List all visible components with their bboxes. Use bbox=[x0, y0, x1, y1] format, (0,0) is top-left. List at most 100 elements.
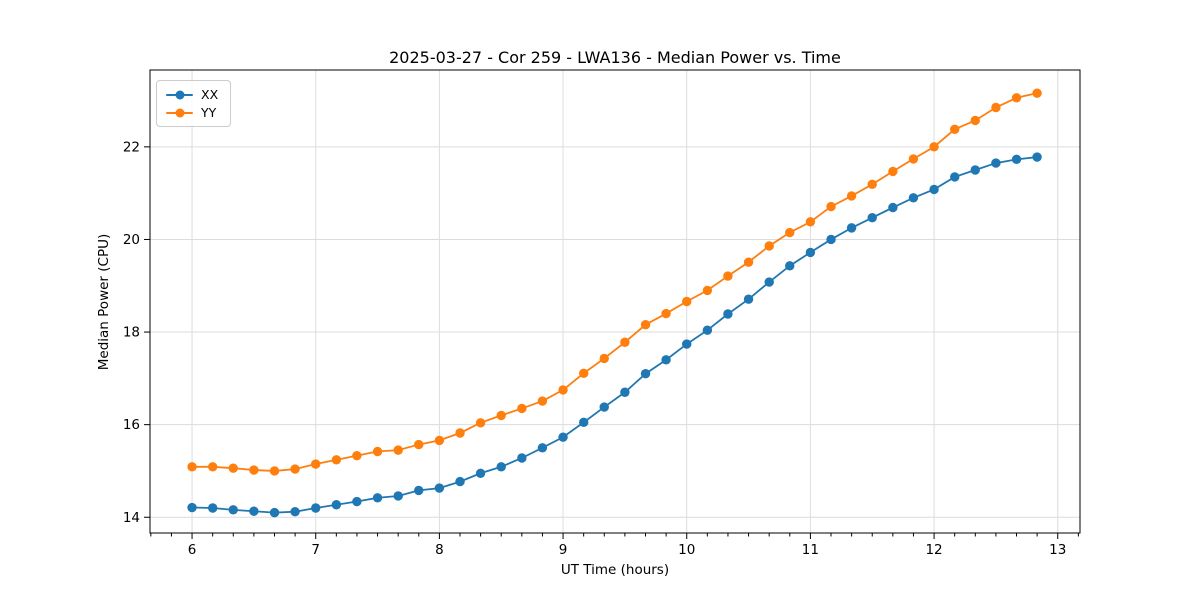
legend-line-marker-swatch bbox=[166, 90, 193, 100]
series-yy-marker bbox=[517, 403, 527, 414]
series-yy-marker bbox=[785, 227, 795, 238]
x-tick-label: 12 bbox=[925, 542, 942, 558]
series-yy-marker bbox=[764, 241, 774, 251]
axis-ticks bbox=[144, 146, 1079, 539]
series-xx-marker bbox=[579, 417, 589, 428]
gridlines bbox=[150, 70, 1080, 533]
series-xx-marker bbox=[187, 502, 197, 513]
series-xx-marker bbox=[208, 503, 218, 513]
series-yy-marker bbox=[661, 308, 671, 319]
legend: XX YY bbox=[156, 80, 232, 127]
series-yy-marker bbox=[311, 459, 321, 469]
series-yy-marker bbox=[682, 296, 692, 307]
series-xx-marker bbox=[785, 261, 795, 271]
series-xx-marker bbox=[496, 462, 506, 472]
series-yy-marker bbox=[187, 462, 197, 472]
x-tick-label: 6 bbox=[188, 542, 197, 558]
y-tick-label: 18 bbox=[123, 325, 140, 341]
series-xx-marker bbox=[764, 277, 774, 287]
series-xx-marker bbox=[702, 325, 713, 335]
series-xx-marker bbox=[331, 500, 342, 510]
series-xx-marker bbox=[475, 468, 486, 478]
series-yy-marker bbox=[558, 385, 568, 395]
series-yy-marker bbox=[826, 201, 836, 212]
x-tick-label: 7 bbox=[311, 542, 320, 558]
x-axis-label: UT Time (hours) bbox=[560, 562, 670, 578]
series-xx-marker bbox=[867, 212, 877, 223]
series-xx-marker bbox=[970, 165, 980, 175]
series-yy-marker bbox=[475, 418, 486, 428]
series-xx-marker bbox=[888, 202, 898, 213]
series-yy-marker bbox=[908, 154, 919, 164]
series-yy-marker bbox=[888, 166, 898, 177]
y-tick-label: 20 bbox=[123, 232, 140, 248]
x-tick-label: 9 bbox=[559, 542, 568, 558]
series-yy-marker bbox=[1011, 93, 1022, 103]
series-xx-line bbox=[192, 156, 1038, 514]
series-yy bbox=[187, 88, 1042, 476]
series-yy-marker bbox=[393, 445, 403, 455]
legend-line-marker-swatch bbox=[166, 108, 193, 118]
series-yy-marker bbox=[228, 463, 238, 473]
series-yy-marker bbox=[537, 396, 548, 406]
series-xx-marker bbox=[372, 493, 383, 503]
series-xx-marker bbox=[620, 387, 630, 397]
series-yy-marker bbox=[269, 466, 280, 476]
series-yy-marker bbox=[867, 179, 877, 190]
series-yy-marker bbox=[414, 439, 424, 450]
series-yy-marker bbox=[455, 428, 465, 438]
series-xx-marker bbox=[846, 223, 857, 233]
series-xx-marker bbox=[537, 443, 548, 453]
series-xx-marker bbox=[599, 402, 609, 412]
series-xx-marker bbox=[661, 355, 671, 365]
series-xx-marker bbox=[249, 506, 259, 516]
chart-title: 2025-03-27 - Cor 259 - LWA136 - Median P… bbox=[389, 48, 841, 67]
series-xx-marker bbox=[311, 503, 321, 513]
y-tick-label: 16 bbox=[123, 417, 140, 433]
series-yy-line bbox=[192, 92, 1038, 472]
series-xx-marker bbox=[414, 485, 424, 496]
series-yy-marker bbox=[599, 353, 609, 364]
x-tick-label: 8 bbox=[435, 542, 444, 558]
series-xx-marker bbox=[352, 496, 362, 507]
plot-border bbox=[149, 69, 1081, 534]
series-yy-marker bbox=[929, 142, 939, 152]
series-yy-marker bbox=[702, 285, 713, 296]
series-yy-marker bbox=[290, 464, 300, 474]
series-xx-marker bbox=[908, 193, 919, 203]
series-xx bbox=[187, 152, 1042, 518]
series-yy-marker bbox=[434, 435, 445, 446]
legend-label-yy: YY bbox=[201, 105, 217, 120]
series-xx-marker bbox=[826, 234, 836, 245]
series-xx-marker bbox=[929, 184, 939, 195]
legend-label-xx: XX bbox=[201, 87, 219, 102]
series-yy-marker bbox=[620, 337, 630, 347]
x-tick-label: 13 bbox=[1049, 542, 1066, 558]
series-yy-marker bbox=[249, 465, 259, 475]
series-xx-marker bbox=[1011, 154, 1022, 165]
series-xx-marker bbox=[743, 294, 754, 304]
series-yy-marker bbox=[950, 124, 960, 134]
series-yy-marker bbox=[579, 368, 589, 378]
series-yy-marker bbox=[640, 319, 651, 330]
series-xx-marker bbox=[640, 369, 651, 379]
series-yy-marker bbox=[805, 217, 816, 227]
series-yy-marker bbox=[331, 455, 342, 465]
legend-item-yy: YY bbox=[166, 105, 218, 120]
legend-item-xx: XX bbox=[166, 87, 218, 102]
y-tick-label: 22 bbox=[123, 139, 140, 155]
series-yy-marker bbox=[846, 191, 857, 201]
series-xx-marker bbox=[434, 483, 445, 493]
series-xx-marker bbox=[558, 432, 568, 442]
tick-labels: 6 7 8 9 10 11 12 13 14 16 18 20 22 bbox=[123, 139, 1067, 558]
series-xx-marker bbox=[682, 339, 692, 349]
series-yy-marker bbox=[743, 257, 754, 267]
series-yy-marker bbox=[208, 462, 218, 472]
series-xx-marker bbox=[228, 505, 238, 515]
series-yy-marker bbox=[970, 115, 980, 126]
x-tick-label: 10 bbox=[678, 542, 695, 558]
series-xx-marker bbox=[455, 476, 465, 487]
series-xx-marker bbox=[290, 507, 300, 517]
